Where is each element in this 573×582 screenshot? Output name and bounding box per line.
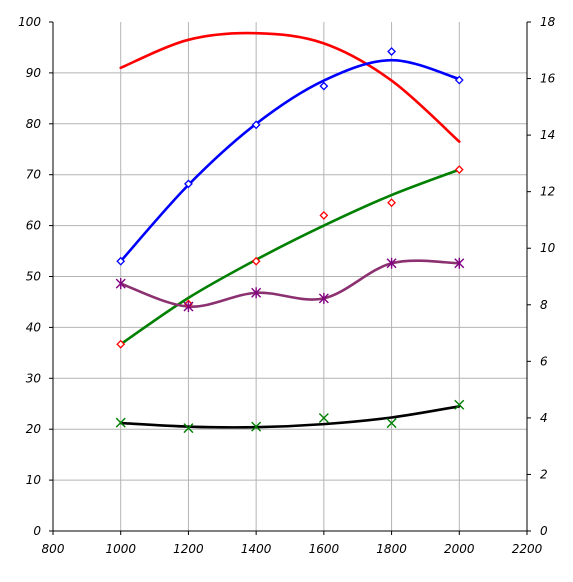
tick-labels: 800 1000 1200 1400 1600 1800 2000 2200010203040… <box>18 15 556 556</box>
series-4-point <box>318 292 329 304</box>
series-2-point <box>387 47 396 56</box>
series-4-point <box>386 257 397 269</box>
series-2-point <box>319 81 329 91</box>
series-5-point <box>251 421 262 432</box>
y-left-tick-label: 90 <box>26 66 42 80</box>
series-line-3 <box>119 168 461 346</box>
series-3-point <box>251 256 261 266</box>
y-left-tick-label: 80 <box>26 117 42 131</box>
x-marker-stroke <box>115 417 126 428</box>
series-5-point <box>183 423 194 434</box>
y-right-tick-label: 14 <box>540 128 555 142</box>
axes <box>49 21 531 535</box>
y-left-tick-label: 30 <box>26 371 42 385</box>
series-3-point <box>116 339 126 349</box>
x-tick-label: 2000 <box>444 542 475 556</box>
series-3-point <box>319 211 329 220</box>
series-2-point <box>454 75 464 85</box>
x-tick-label: 1400 <box>241 542 272 556</box>
x-marker-stroke <box>183 423 194 434</box>
series-5-point <box>115 417 126 428</box>
series-2-point <box>116 256 126 266</box>
data-markers <box>115 47 465 434</box>
series-5-point <box>318 413 329 423</box>
x-marker-stroke <box>454 399 465 410</box>
series-5-point <box>386 418 397 429</box>
y-right-tick-label: 18 <box>540 15 556 29</box>
y-right-tick-label: 2 <box>540 467 548 481</box>
series-line-4 <box>119 259 461 308</box>
x-marker-stroke <box>318 413 329 423</box>
y-left-tick-label: 60 <box>26 219 42 233</box>
y-right-tick-label: 0 <box>540 524 548 538</box>
y-left-tick-label: 20 <box>26 422 42 436</box>
series-line-2 <box>119 58 461 263</box>
y-left-tick-label: 10 <box>26 473 42 487</box>
y-left-tick-label: 100 <box>18 15 41 29</box>
x-marker-stroke <box>386 418 397 429</box>
y-right-tick-label: 6 <box>540 354 548 368</box>
y-left-tick-label: 70 <box>26 168 42 182</box>
y-left-tick-label: 40 <box>26 320 42 334</box>
x-tick-label: 1000 <box>105 542 136 556</box>
y-right-tick-label: 16 <box>540 72 556 86</box>
y-left-tick-label: 50 <box>26 270 42 284</box>
series-2-point <box>251 120 261 130</box>
series-4-point <box>454 257 465 269</box>
x-tick-label: 800 <box>42 542 65 556</box>
y-right-tick-label: 10 <box>540 241 556 255</box>
series-line-5 <box>119 404 461 429</box>
x-tick-label: 2200 <box>512 542 543 556</box>
x-tick-label: 1800 <box>376 542 407 556</box>
series-3-point <box>454 165 464 175</box>
y-right-tick-label: 4 <box>540 411 548 425</box>
series-4-point <box>251 287 262 299</box>
y-right-tick-label: 8 <box>540 298 548 312</box>
series-2-point <box>184 179 193 189</box>
series-3-point <box>387 198 396 208</box>
x-marker-stroke <box>251 421 262 432</box>
series-line-1 <box>119 31 461 143</box>
y-right-tick-label: 12 <box>540 185 555 199</box>
x-tick-label: 1200 <box>173 542 204 556</box>
y-left-tick-label: 0 <box>33 524 41 538</box>
series-4-point <box>183 301 194 313</box>
series-5-point <box>454 399 465 410</box>
series-lines <box>119 31 461 429</box>
series-4-point <box>115 278 126 290</box>
x-tick-label: 1600 <box>309 542 340 556</box>
